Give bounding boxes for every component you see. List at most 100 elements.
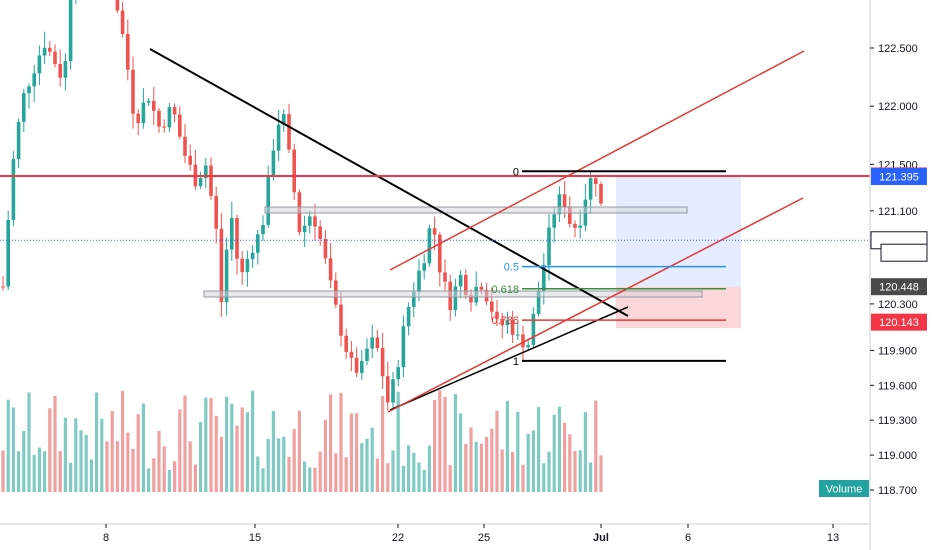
volume-bar — [355, 413, 359, 492]
volume-bar — [230, 403, 234, 492]
candle-body — [126, 33, 130, 70]
volume-bar — [412, 452, 416, 492]
volume-bar — [485, 436, 489, 492]
volume-bar — [48, 408, 52, 492]
volume-bar — [27, 392, 31, 492]
volume-bar — [183, 395, 187, 492]
candle-body — [422, 263, 426, 271]
volume-bar — [105, 441, 109, 492]
candle-body — [209, 165, 213, 196]
volume-bar — [318, 451, 322, 492]
candle-body — [427, 228, 432, 264]
volume-bar — [297, 410, 301, 492]
candle-body — [594, 178, 598, 184]
candle-body — [500, 318, 504, 326]
volume-badge[interactable]: Volume — [819, 480, 869, 497]
candle-body — [183, 136, 187, 156]
candle-body — [516, 334, 520, 336]
candle-body — [302, 225, 307, 233]
candle-body — [6, 220, 10, 287]
volume-bar — [251, 390, 255, 492]
candle-body — [172, 107, 177, 115]
candle-body — [412, 291, 416, 307]
price-tag-label: 55:46 — [890, 248, 918, 260]
volume-bar — [381, 396, 385, 492]
volume-bar — [204, 397, 208, 492]
volume-bar — [266, 438, 270, 492]
candle-body — [120, 10, 125, 34]
candle-body — [323, 238, 328, 259]
volume-bar — [323, 419, 327, 492]
volume-bar — [193, 464, 197, 492]
candle-body — [458, 274, 463, 287]
price-tick-label: 122.000 — [878, 101, 918, 113]
candle-body — [245, 259, 250, 273]
fib-level-label: 0.5 — [504, 262, 519, 274]
channel-upper-line — [389, 50, 805, 271]
volume-bar — [22, 431, 26, 492]
candle-body — [349, 351, 354, 358]
volume-bar — [542, 463, 546, 492]
candle-body — [386, 376, 390, 403]
volume-bar — [448, 464, 452, 492]
drawings[interactable] — [0, 48, 870, 413]
candle-body — [328, 258, 333, 281]
candle-body — [42, 47, 47, 56]
candle-body — [391, 379, 395, 403]
time-tick-label: Jul — [593, 532, 609, 544]
volume-bar — [240, 407, 244, 492]
price-tag-label: 121.395 — [879, 172, 919, 184]
volume-bar — [490, 428, 494, 492]
fibonacci-retracement[interactable]: 0 0.5 0.618 0.786 1 — [491, 166, 726, 368]
volume-bar — [365, 438, 369, 492]
candle-body — [115, 0, 120, 11]
price-tag — [880, 243, 928, 262]
volume-bar — [115, 441, 119, 492]
candle-body — [578, 225, 582, 228]
price-tick-label: 120.300 — [878, 299, 918, 311]
volume-bar — [100, 418, 104, 492]
candle-body — [588, 178, 593, 200]
volume-bar — [225, 396, 229, 492]
candle-body — [401, 326, 406, 368]
volume-bar — [303, 461, 307, 492]
volume-bar — [214, 415, 218, 492]
candle-body — [224, 249, 229, 303]
position-target-zone — [616, 176, 741, 287]
volume-bar — [547, 451, 551, 492]
candle-body — [313, 216, 317, 227]
volume-bar — [537, 407, 541, 492]
candle-body — [22, 93, 26, 122]
candle-body — [380, 348, 385, 377]
volume-bar — [417, 462, 421, 492]
candle-body — [547, 227, 551, 266]
volume-bar — [32, 454, 36, 492]
candle-body — [370, 337, 374, 349]
price-tick-label: 119.300 — [878, 415, 917, 427]
volume-bar — [178, 409, 182, 492]
volume-bar — [58, 451, 62, 492]
time-tick-label: 13 — [827, 532, 839, 544]
candle-body — [230, 218, 234, 250]
time-axis[interactable]: 8 15 22 25 Jul 6 13 — [0, 523, 870, 544]
volume-bar — [1, 450, 5, 492]
volume-bar — [245, 412, 249, 492]
candle-body — [453, 286, 458, 311]
volume-bar — [396, 391, 400, 492]
price-tick-label: 118.700 — [878, 485, 917, 497]
price-axis[interactable]: 122.500122.000121.500121.100120.300119.9… — [869, 0, 918, 550]
candle-body — [360, 360, 364, 373]
channel-lower-line — [387, 197, 804, 413]
volume-bar — [157, 430, 161, 492]
volume-bar — [173, 461, 177, 492]
candlesticks — [1, 0, 603, 411]
candle-body — [599, 183, 603, 204]
candle-body — [375, 337, 380, 349]
candle-body — [339, 304, 343, 336]
candle-body — [141, 102, 146, 124]
candle-body — [32, 73, 36, 87]
volume-bar — [199, 421, 203, 492]
volume-bars — [1, 390, 603, 492]
